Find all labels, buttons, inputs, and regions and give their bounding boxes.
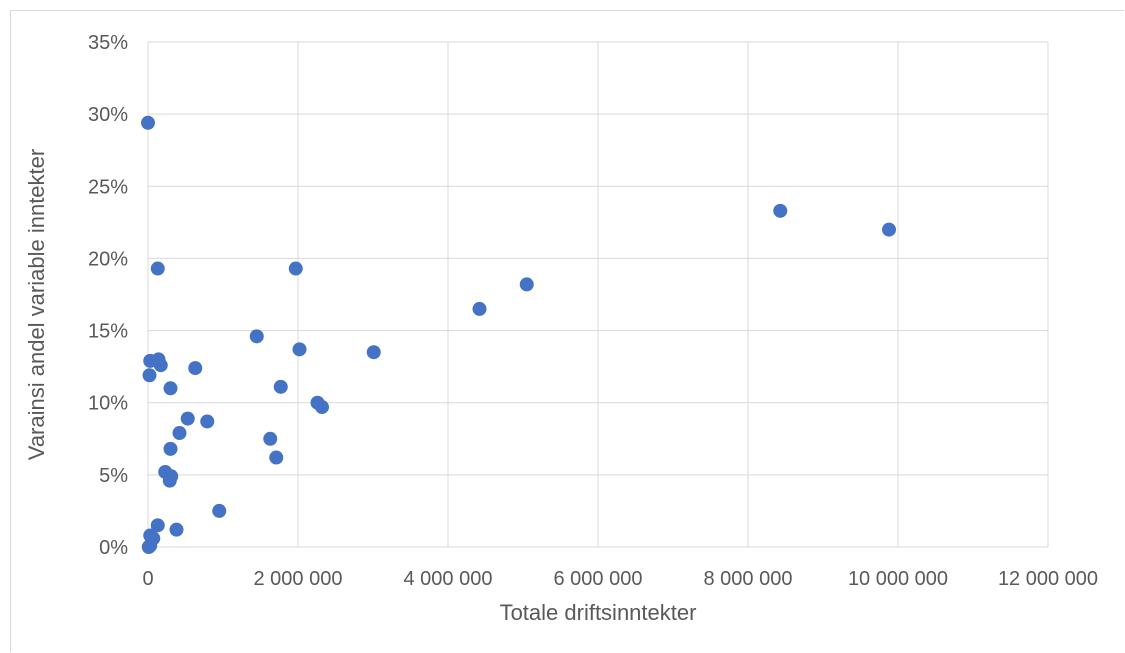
grid-lines (147, 41, 1049, 548)
data-point (472, 301, 487, 316)
data-point (141, 115, 155, 130)
y-tick-label: 10% (88, 393, 128, 415)
data-point (162, 473, 177, 488)
data-point (273, 379, 288, 394)
data-point (288, 261, 303, 276)
data-point (269, 450, 284, 465)
data-point (153, 358, 168, 373)
data-point (188, 361, 203, 376)
data-point (315, 400, 329, 415)
data-point (200, 414, 215, 429)
data-point (773, 203, 788, 218)
y-axis-tick-labels: 0% 5% 10% 15% 20% 25% 30% 35% (88, 32, 128, 559)
x-tick-label: 6 000 000 (554, 568, 643, 590)
data-point (172, 426, 187, 441)
y-tick-label: 5% (99, 465, 128, 487)
data-point (150, 518, 165, 533)
x-axis-tick-labels: 0 2 000 000 4 000 000 6 000 000 8 000 000 10 … (142, 568, 1098, 590)
data-point (143, 538, 158, 553)
x-tick-label: 2 000 000 (254, 568, 343, 590)
x-tick-label: 0 (142, 568, 153, 590)
data-point (292, 342, 307, 357)
data-point (249, 329, 264, 344)
data-point (263, 431, 278, 446)
data-point (142, 368, 157, 383)
data-point (882, 222, 896, 237)
y-tick-label: 20% (88, 248, 128, 270)
data-point (150, 261, 165, 276)
x-axis-title: Totale driftsinntekter (500, 600, 697, 625)
x-tick-label: 8 000 000 (704, 568, 793, 590)
x-tick-label: 4 000 000 (404, 568, 493, 590)
data-points (141, 115, 896, 554)
y-axis-title: Varainsi andel variable inntekter (24, 149, 49, 460)
y-tick-label: 35% (88, 32, 128, 54)
data-point (163, 441, 178, 456)
data-point (519, 277, 534, 292)
data-point (169, 522, 184, 537)
data-point (180, 411, 195, 426)
data-point (366, 345, 381, 360)
y-tick-label: 0% (99, 537, 128, 559)
y-tick-label: 15% (88, 321, 128, 343)
data-point (163, 381, 178, 396)
y-tick-label: 30% (88, 104, 128, 126)
y-tick-label: 25% (88, 176, 128, 198)
x-tick-label: 10 000 000 (848, 568, 948, 590)
data-point (212, 503, 227, 518)
x-tick-label: 12 000 000 (998, 568, 1098, 590)
